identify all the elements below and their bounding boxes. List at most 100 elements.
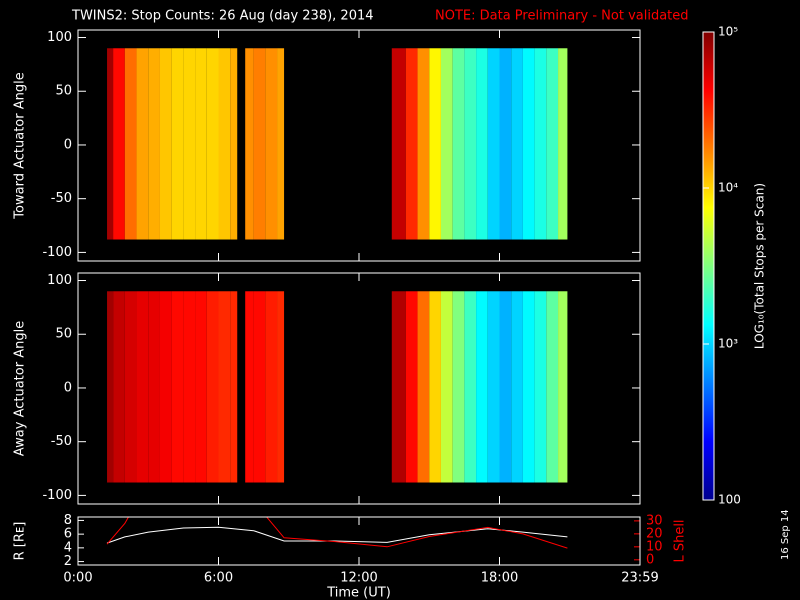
heat-cell: [405, 291, 418, 483]
heat-cell: [277, 48, 285, 240]
heat-cell: [113, 48, 125, 240]
heat-cell: [206, 291, 219, 483]
colorbar-tick-label: 10³: [718, 337, 738, 351]
y-axis-label: R [Rᴇ]: [13, 522, 28, 561]
heat-cell: [136, 291, 149, 483]
heat-cell: [245, 48, 254, 240]
heat-cell: [546, 291, 559, 483]
heat-cell: [148, 48, 160, 240]
y-axis-label: Away Actuator Angle: [13, 321, 28, 456]
heat-cell: [159, 48, 172, 240]
heat-cell: [107, 48, 114, 240]
heat-cell: [464, 48, 477, 240]
heat-cell: [487, 291, 500, 483]
heat-cell: [107, 291, 114, 483]
y2-tick-label: 20: [646, 526, 663, 541]
y2-tick-label: 0: [646, 552, 654, 567]
heat-cell: [230, 48, 238, 240]
heat-cell: [440, 291, 453, 483]
heat-cell: [171, 291, 184, 483]
heat-cell: [265, 291, 278, 483]
y-axis-label: Toward Actuator Angle: [13, 72, 28, 219]
y2-tick-label: 30: [646, 513, 663, 528]
x-tick-label: 6:00: [204, 571, 233, 586]
y-tick-label: 6: [64, 527, 72, 542]
heat-cell: [218, 291, 231, 483]
heat-cell: [253, 48, 266, 240]
heat-cell: [464, 291, 477, 483]
heat-cell: [429, 48, 441, 240]
heat-cell: [405, 48, 418, 240]
y-tick-label: -100: [42, 245, 72, 260]
y-tick-label: 0: [64, 380, 72, 395]
y-tick-label: -50: [51, 434, 72, 449]
heat-cell: [476, 291, 488, 483]
heat-cell: [245, 291, 254, 483]
line-series: [106, 517, 568, 549]
heat-cell: [148, 291, 160, 483]
heat-cell: [113, 291, 125, 483]
heat-cell: [159, 291, 172, 483]
heat-cell: [558, 48, 568, 240]
x-tick-label: 18:00: [481, 571, 518, 586]
heat-cell: [534, 291, 547, 483]
y-tick-label: 100: [47, 273, 72, 288]
heat-cell: [440, 48, 453, 240]
x-tick-label: 12:00: [340, 571, 377, 586]
heat-cell: [417, 48, 430, 240]
heat-cell: [499, 291, 512, 483]
note: NOTE: Data Preliminary - Not validated: [435, 9, 689, 24]
heat-cell: [124, 291, 137, 483]
heat-cell: [230, 291, 238, 483]
colorbar-tick-label: 100: [718, 493, 741, 507]
x-tick-label: 23:59: [621, 571, 658, 586]
colorbar-tick-label: 10⁵: [718, 25, 738, 39]
colorbar: [702, 31, 715, 501]
heat-cell: [277, 291, 285, 483]
heat-cell: [499, 48, 512, 240]
y-tick-label: -100: [42, 488, 72, 503]
heat-cell: [511, 48, 523, 240]
y-tick-label: -50: [51, 191, 72, 206]
heat-cell: [546, 48, 559, 240]
y-tick-label: 8: [64, 513, 72, 528]
heat-cell: [558, 291, 568, 483]
heat-cell: [429, 291, 441, 483]
y-tick-label: 50: [55, 327, 72, 342]
y2-tick-label: 10: [646, 539, 663, 554]
y-tick-label: 4: [64, 540, 72, 555]
heat-cell: [253, 291, 266, 483]
heat-cell: [124, 48, 137, 240]
heat-cell: [417, 291, 430, 483]
colorbar-label: LOG₁₀(Total Stops per Scan): [753, 183, 767, 349]
date-stamp: 16 Sep 14: [780, 509, 791, 560]
chart-title: TWINS2: Stop Counts: 26 Aug (day 238), 2…: [71, 9, 374, 24]
heat-cell: [391, 48, 406, 240]
x-tick-label: 0:00: [63, 571, 92, 586]
y-tick-label: 0: [64, 137, 72, 152]
colorbar-tick-label: 10⁴: [718, 181, 738, 195]
y-tick-label: 50: [55, 84, 72, 99]
heat-cell: [534, 48, 547, 240]
heat-cell: [195, 48, 207, 240]
heat-cell: [183, 291, 196, 483]
heat-cell: [522, 291, 535, 483]
y-tick-label: 100: [47, 30, 72, 45]
heat-cell: [522, 48, 535, 240]
y2-axis-label: L Shell: [673, 519, 688, 562]
heat-cell: [391, 291, 406, 483]
heat-cell: [206, 48, 219, 240]
heat-cell: [195, 291, 207, 483]
heat-cell: [452, 291, 465, 483]
heat-cell: [452, 48, 465, 240]
heat-cell: [511, 291, 523, 483]
heat-cell: [265, 48, 278, 240]
heat-cell: [487, 48, 500, 240]
y-tick-label: 2: [64, 554, 72, 569]
heat-cell: [183, 48, 196, 240]
heat-cell: [171, 48, 184, 240]
heat-cell: [218, 48, 231, 240]
line-series: [106, 526, 568, 544]
